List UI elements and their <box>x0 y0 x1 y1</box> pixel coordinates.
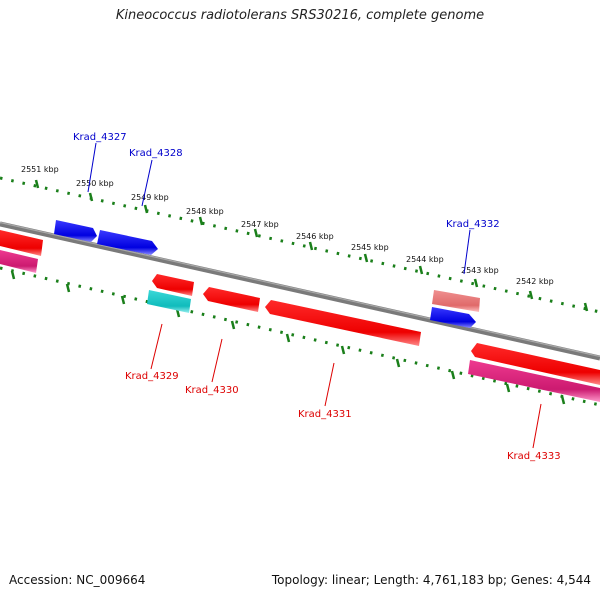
upper-ruler-ticks <box>34 179 589 312</box>
genome-backbone <box>0 221 600 361</box>
kbp-label: 2550 kbp <box>76 179 114 188</box>
genome-backbone-highlight <box>0 221 600 358</box>
gene-label-krad-4328[interactable]: Krad_4328 <box>129 148 183 159</box>
ruler-tick <box>418 265 424 275</box>
gene-left-red[interactable] <box>0 230 43 256</box>
kbp-label: 2543 kbp <box>461 266 499 275</box>
upper-ruler <box>0 176 600 314</box>
gene-label-krad-4331[interactable]: Krad_4331 <box>298 409 352 420</box>
ruler-tick <box>34 179 40 189</box>
kbp-label: 2542 kbp <box>516 277 554 286</box>
lower-ruler <box>0 266 600 407</box>
leader-krad-4333 <box>532 403 542 449</box>
gene-left-pink[interactable] <box>0 250 38 273</box>
ruler-tick <box>308 241 314 251</box>
label-leaders <box>87 142 542 449</box>
ruler-tick <box>10 270 16 280</box>
ruler-tick <box>450 370 456 380</box>
lower-genes <box>0 230 600 402</box>
gene-krad-4331[interactable] <box>265 300 421 346</box>
leader-krad-4330 <box>211 338 223 383</box>
kbp-label: 2551 kbp <box>21 165 59 174</box>
ruler-tick <box>230 320 236 330</box>
gene-krad-4328[interactable] <box>97 230 158 255</box>
gene-krad-4332[interactable] <box>432 290 480 312</box>
gene-krad-4332-lower[interactable] <box>430 307 476 328</box>
gene-krad-4329[interactable] <box>152 274 194 296</box>
leader-krad-4331 <box>324 362 335 407</box>
leader-krad-4329 <box>150 323 163 370</box>
ruler-tick <box>505 383 511 393</box>
ruler-tick <box>88 192 94 202</box>
gene-label-krad-4330[interactable]: Krad_4330 <box>185 385 239 396</box>
kbp-label: 2544 kbp <box>406 255 444 264</box>
gene-label-krad-4329[interactable]: Krad_4329 <box>125 371 179 382</box>
kbp-label: 2545 kbp <box>351 243 389 252</box>
ruler-tick <box>120 295 126 305</box>
ruler-tick <box>560 395 566 405</box>
kbp-label: 2546 kbp <box>296 232 334 241</box>
ruler-tick <box>285 333 291 343</box>
ruler-tick <box>65 283 71 293</box>
ruler-tick <box>253 228 259 238</box>
leader-krad-4328 <box>141 159 153 207</box>
accession-text: Accession: NC_009664 <box>9 573 146 587</box>
ruler-tick <box>363 253 369 263</box>
kbp-label: 2549 kbp <box>131 193 169 202</box>
leader-krad-4327 <box>87 142 97 193</box>
ruler-tick <box>528 290 534 300</box>
leader-krad-4332 <box>463 229 471 275</box>
kbp-label: 2548 kbp <box>186 207 224 216</box>
topology-summary: Topology: linear; Length: 4,761,183 bp; … <box>271 573 591 587</box>
upper-genes <box>54 220 480 328</box>
kbp-label: 2547 kbp <box>241 220 279 229</box>
gene-labels: Krad_4327 Krad_4328 Krad_4332 Krad_4329 … <box>73 132 561 462</box>
ruler-tick <box>198 216 204 226</box>
gene-label-krad-4333[interactable]: Krad_4333 <box>507 451 561 462</box>
map-title: Kineococcus radiotolerans SRS30216, comp… <box>115 8 485 23</box>
ruler-tick <box>340 345 346 355</box>
gene-krad-4327[interactable] <box>54 220 97 242</box>
kbp-labels: 2551 kbp 2550 kbp 2549 kbp 2548 kbp 2547… <box>21 165 554 286</box>
ruler-tick <box>583 302 589 312</box>
gene-label-krad-4332[interactable]: Krad_4332 <box>446 219 500 230</box>
gene-krad-4330[interactable] <box>203 287 260 312</box>
gene-krad-4333-red[interactable] <box>471 343 600 385</box>
ruler-tick <box>395 358 401 368</box>
ruler-tick <box>473 278 479 288</box>
gene-krad-4333-pink[interactable] <box>468 360 600 402</box>
ruler-tick <box>143 204 149 214</box>
gene-label-krad-4327[interactable]: Krad_4327 <box>73 132 127 143</box>
lower-ruler-ticks <box>10 270 566 405</box>
gene-krad-4329-cyan[interactable] <box>147 290 191 313</box>
